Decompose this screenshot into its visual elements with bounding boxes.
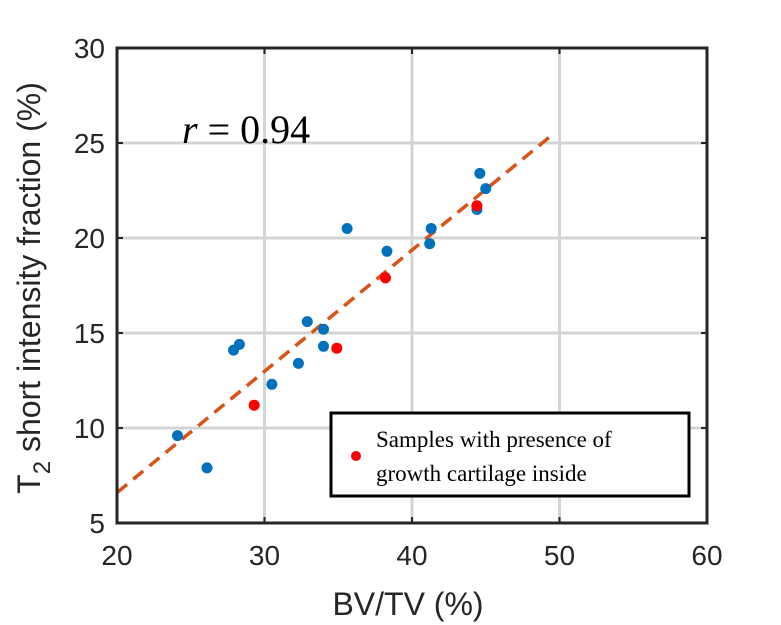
data-point xyxy=(425,223,437,234)
axis-ticks: 20 30 40 50 60 5 10 15 20 25 30 xyxy=(74,33,723,571)
correlation-annotation: r = 0.94 xyxy=(182,107,310,152)
x-tick-label: 50 xyxy=(544,540,575,571)
fit-line xyxy=(115,135,551,494)
data-point xyxy=(480,183,492,195)
y-tick-label: 20 xyxy=(74,223,105,254)
y-tick-label: 10 xyxy=(74,413,105,444)
y-tick-label: 30 xyxy=(74,33,105,64)
data-point-growth-cartilage xyxy=(471,200,483,212)
data-point xyxy=(301,316,313,328)
legend-marker xyxy=(351,451,361,461)
x-tick-label: 20 xyxy=(101,540,132,571)
data-point xyxy=(201,462,213,474)
data-points xyxy=(171,167,492,474)
y-tick-label: 25 xyxy=(74,128,105,159)
x-axis-label: BV/TV (%) xyxy=(332,586,483,622)
legend-line-1: Samples with presence of xyxy=(376,427,612,452)
x-tick-label: 40 xyxy=(396,540,427,571)
data-point xyxy=(341,223,353,234)
data-point xyxy=(381,245,393,257)
data-point xyxy=(233,338,245,350)
x-tick-label: 30 xyxy=(249,540,280,571)
data-point-growth-cartilage xyxy=(248,399,260,411)
data-point xyxy=(266,378,278,390)
data-point xyxy=(292,357,304,369)
y-tick-label: 15 xyxy=(74,318,105,349)
legend: Samples with presence of growth cartilag… xyxy=(329,411,691,498)
x-tick-label: 60 xyxy=(691,540,722,571)
data-point xyxy=(171,430,183,442)
y-axis-label: T2 short intensity fraction (%) xyxy=(11,82,56,494)
data-point xyxy=(318,323,329,335)
legend-line-2: growth cartilage inside xyxy=(376,461,587,486)
data-point xyxy=(318,340,329,352)
data-point-growth-cartilage xyxy=(331,342,343,354)
legend-box xyxy=(329,411,691,498)
data-point xyxy=(424,238,436,250)
data-point-growth-cartilage xyxy=(379,272,391,284)
data-point xyxy=(474,167,486,179)
y-tick-label: 5 xyxy=(89,508,105,539)
